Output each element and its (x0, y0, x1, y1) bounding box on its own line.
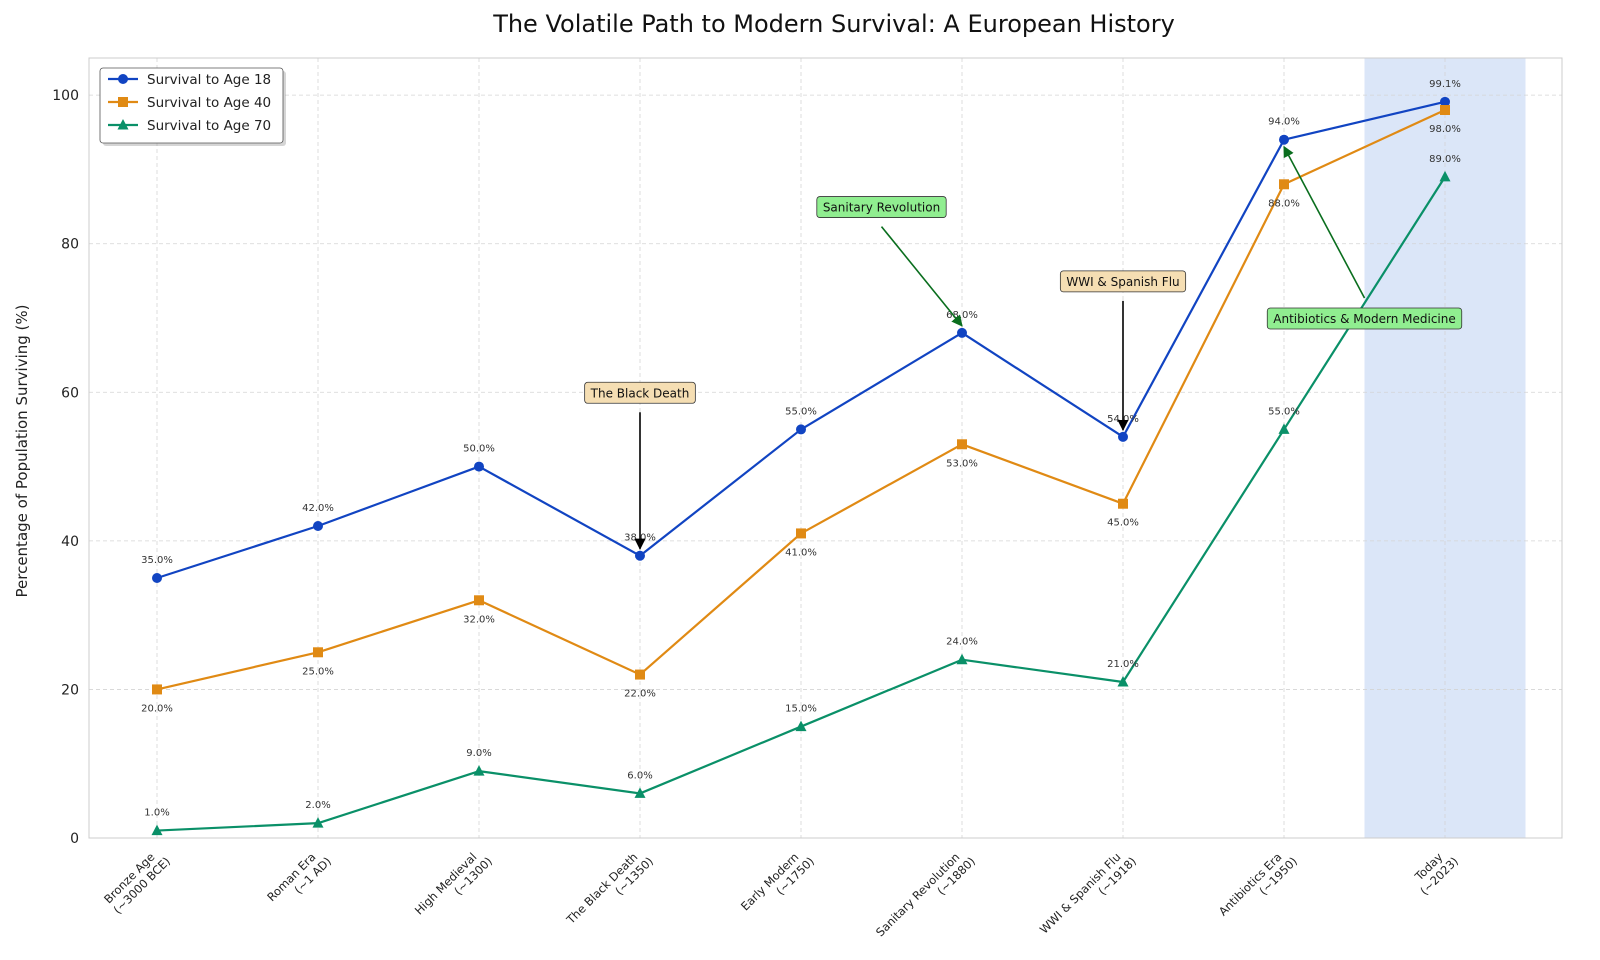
annotation: Sanitary Revolution (816, 196, 963, 327)
data-label: 32.0% (463, 614, 495, 625)
legend: Survival to Age 18 Survival to Age 40 Surv… (99, 67, 286, 146)
annotation-text: Antibiotics & Modern Medicine (1273, 312, 1455, 326)
y-axis-title: Percentage of Population Surviving (%) (13, 305, 31, 598)
data-point (1118, 498, 1128, 509)
data-point (474, 595, 484, 606)
annotation: Antibiotics & Modern Medicine (1266, 145, 1463, 330)
data-label: 41.0% (785, 547, 817, 558)
data-label: 94.0% (1268, 117, 1300, 128)
data-point (1439, 170, 1451, 182)
data-label: 88.0% (1268, 198, 1300, 209)
annotation-box (816, 196, 947, 218)
annotation-box (584, 381, 696, 404)
y-tick-label: 40 (61, 534, 79, 550)
data-point (312, 817, 324, 828)
data-point (151, 824, 163, 836)
data-point (1117, 676, 1129, 687)
data-label: 1.0% (144, 808, 169, 819)
data-label: 55.0% (785, 406, 817, 417)
data-label: 6.0% (627, 770, 652, 781)
data-label: 45.0% (1107, 518, 1139, 529)
data-point (152, 684, 162, 695)
data-point (956, 653, 968, 665)
legend-marker (118, 97, 128, 107)
data-label: 50.0% (463, 444, 495, 455)
data-label: 55.0% (1268, 406, 1300, 417)
data-point (152, 573, 162, 583)
data-point (1440, 96, 1450, 107)
legend-marker (117, 119, 129, 130)
annotation: WWI & Spanish Flu (1059, 270, 1187, 431)
data-point (635, 669, 645, 680)
data-point (474, 461, 484, 472)
data-point (1279, 134, 1289, 145)
annotation-box (1059, 270, 1187, 293)
data-point (1118, 431, 1128, 442)
annotation-text: WWI & Spanish Flu (1066, 275, 1179, 289)
data-point (957, 439, 967, 450)
data-label: 20.0% (141, 703, 173, 714)
data-label: 24.0% (946, 637, 978, 648)
annotation: The Black Death (584, 381, 696, 550)
annotation-arrow (880, 226, 963, 327)
data-label: 22.0% (624, 689, 656, 700)
data-label: 89.0% (1429, 154, 1461, 165)
y-tick-label: 0 (70, 831, 79, 847)
annotation-arrow (1283, 145, 1366, 299)
legend-label: Survival to Age 70 (147, 118, 271, 134)
data-label: 98.0% (1429, 124, 1461, 135)
data-point (313, 521, 323, 531)
legend-label: Survival to Age 18 (147, 72, 271, 88)
y-tick-label: 100 (52, 88, 79, 104)
data-label: 9.0% (466, 748, 491, 759)
plot-frame (88, 57, 1563, 839)
data-point (796, 424, 806, 435)
data-point (1278, 423, 1290, 434)
data-point (635, 550, 645, 561)
data-label: 42.0% (302, 503, 334, 514)
data-label: 99.1% (1429, 79, 1461, 90)
data-label: 15.0% (785, 704, 817, 715)
data-point (473, 765, 485, 776)
y-tick-label: 60 (61, 385, 79, 401)
data-point (1279, 179, 1289, 190)
data-point (634, 787, 646, 798)
data-point (795, 720, 807, 732)
annotation-text: The Black Death (590, 386, 690, 400)
data-point (796, 528, 806, 539)
y-tick-label: 20 (61, 682, 79, 698)
data-point (313, 647, 323, 658)
data-point (957, 327, 967, 338)
data-label: 25.0% (302, 666, 334, 677)
chart-title: The Volatile Path to Modern Survival: A … (492, 10, 1175, 38)
legend-label: Survival to Age 40 (147, 95, 271, 111)
data-label: 53.0% (946, 458, 978, 469)
y-tick-label: 80 (61, 237, 79, 253)
data-label: 35.0% (141, 555, 173, 566)
legend-box (99, 67, 284, 144)
annotation-text: Sanitary Revolution (823, 201, 940, 215)
data-label: 2.0% (305, 800, 330, 811)
annotation-box (1266, 307, 1463, 330)
legend-marker (118, 74, 128, 84)
data-point (1440, 105, 1450, 115)
data-label: 21.0% (1107, 659, 1139, 670)
